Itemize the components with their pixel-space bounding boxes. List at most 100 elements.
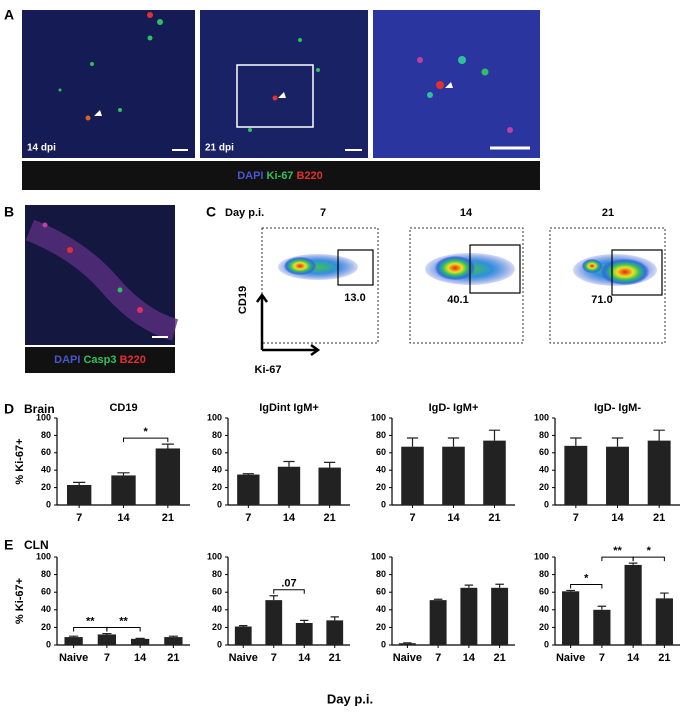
x-tick-label: 7 [104, 652, 110, 664]
y-tick-label: 20 [376, 622, 386, 632]
x-tick-label: 7 [409, 512, 415, 524]
error-bar [117, 473, 129, 476]
stain: Ki-67 [267, 170, 294, 182]
bar [442, 447, 465, 505]
y-tick-label: 60 [41, 447, 51, 457]
bar [98, 634, 116, 645]
bar [296, 623, 313, 645]
significance-bracket [74, 628, 107, 632]
error-bar [495, 584, 503, 588]
y-tick-label: 80 [376, 430, 386, 440]
x-tick-label: 21 [329, 652, 341, 664]
y-tick-label: 40 [539, 465, 549, 475]
bar [111, 475, 135, 505]
y-tick-label: 100 [534, 551, 549, 561]
y-tick-label: 40 [41, 465, 51, 475]
y-tick-label: 20 [41, 482, 51, 492]
bar [593, 610, 610, 645]
error-bar [660, 593, 669, 598]
chart-title: IgD- IgM+ [429, 402, 479, 414]
flow-y-axis: CD19 [237, 286, 249, 314]
x-tick-label: 14 [463, 652, 476, 664]
y-tick-label: 0 [217, 499, 222, 509]
x-tick-label: 14 [134, 652, 147, 664]
error-bar [407, 438, 418, 447]
panel-letter: E [4, 537, 13, 553]
bar [237, 475, 259, 505]
panel-letter: A [4, 7, 14, 23]
error-bar [162, 444, 174, 448]
bar [156, 448, 180, 505]
error-bar [434, 599, 442, 600]
significance-bracket [107, 628, 140, 632]
flow-day: 7 [320, 207, 326, 219]
x-tick-label: 7 [435, 652, 441, 664]
x-tick-label: 7 [573, 512, 579, 524]
bar [235, 627, 252, 645]
error-bar [570, 438, 581, 446]
significance-label: ** [86, 615, 95, 627]
error-bar [169, 636, 178, 637]
y-tick-label: 40 [376, 604, 386, 614]
bar [483, 441, 506, 505]
x-tick-label: 7 [599, 652, 605, 664]
y-tick-label: 100 [36, 551, 51, 561]
gate-percent: 13.0 [344, 292, 365, 304]
bar [67, 485, 91, 505]
bar [625, 565, 642, 645]
y-tick-label: 80 [41, 430, 51, 440]
y-tick-label: 40 [41, 604, 51, 614]
bar [564, 446, 587, 505]
y-tick-label: 60 [212, 587, 222, 597]
flow-day: 14 [460, 207, 473, 219]
flow-header: Day p.i. [225, 207, 264, 219]
y-tick-label: 60 [539, 447, 549, 457]
y-tick-label: 60 [539, 587, 549, 597]
y-tick-label: 80 [41, 569, 51, 579]
error-bar [73, 482, 85, 485]
y-tick-label: 0 [46, 639, 51, 649]
x-tick-label: Naive [229, 652, 258, 664]
y-tick-label: 20 [212, 622, 222, 632]
stain-legend-text: DAPI Ki-67 B220 [237, 170, 323, 182]
y-tick-label: 40 [212, 465, 222, 475]
y-tick-label: 80 [212, 430, 222, 440]
y-tick-label: 20 [212, 482, 222, 492]
y-tick-label: 40 [212, 604, 222, 614]
y-tick-label: 100 [371, 551, 386, 561]
image-label: 21 dpi [205, 143, 234, 154]
y-tick-label: 80 [376, 569, 386, 579]
significance-bracket [571, 584, 602, 588]
bar [401, 447, 424, 505]
y-tick-label: 80 [539, 430, 549, 440]
y-tick-label: 100 [36, 412, 51, 422]
y-tick-label: 100 [371, 412, 386, 422]
chart-title: IgD- IgM- [594, 402, 641, 414]
error-bar [653, 430, 664, 440]
significance-bracket [274, 590, 305, 594]
significance-bracket [602, 557, 633, 561]
chart-title: CD19 [109, 402, 137, 414]
flow-day: 21 [602, 207, 614, 219]
x-tick-label: 7 [271, 652, 277, 664]
bar [430, 600, 447, 645]
error-bar [331, 617, 339, 621]
x-tick-label: 14 [627, 652, 640, 664]
flow-plots [257, 228, 665, 355]
x-tick-label: 14 [611, 512, 624, 524]
y-tick-label: 60 [212, 447, 222, 457]
panel-letter: C [206, 204, 216, 220]
significance-label: ** [613, 545, 622, 557]
tissue-label: CLN [24, 538, 49, 552]
bar [491, 588, 508, 645]
bar [656, 598, 673, 645]
x-tick-label: 21 [167, 652, 179, 664]
stain: Casp3 [83, 354, 116, 366]
significance-label: * [584, 572, 589, 584]
y-tick-label: 40 [539, 604, 549, 614]
error-bar [102, 634, 111, 635]
x-tick-label: 21 [658, 652, 670, 664]
stain: B220 [120, 354, 146, 366]
x-tick-label: 14 [117, 512, 130, 524]
